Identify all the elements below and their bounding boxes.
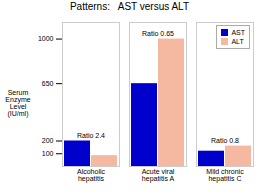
html-text:Patterns: AST versus ALT: Patterns: AST versus ALT <box>69 1 190 12</box>
html-text:ALT: ALT <box>231 38 244 45</box>
html-text:Serum Enzyme Level (IU/ml): Serum Enzyme Level (IU/ml) <box>5 89 31 117</box>
html-text:AST: AST <box>231 29 245 36</box>
svg-text:Mild chronichepatitis C: Mild chronichepatitis C <box>206 168 244 183</box>
svg-text:200: 200 <box>42 137 54 144</box>
svg-text:Ratio 0.65: Ratio 0.65 <box>142 30 174 37</box>
svg-text:650: 650 <box>42 80 54 87</box>
svg-text:Ratio 2.4: Ratio 2.4 <box>77 132 105 139</box>
svg-text:Ratio 0.8: Ratio 0.8 <box>211 137 239 144</box>
svg-text:Acute viralhepatitis A: Acute viralhepatitis A <box>142 168 175 183</box>
svg-text:Alcoholichepatitis: Alcoholichepatitis <box>77 168 106 183</box>
svg-text:1000: 1000 <box>38 35 54 42</box>
svg-text:100: 100 <box>42 150 54 157</box>
